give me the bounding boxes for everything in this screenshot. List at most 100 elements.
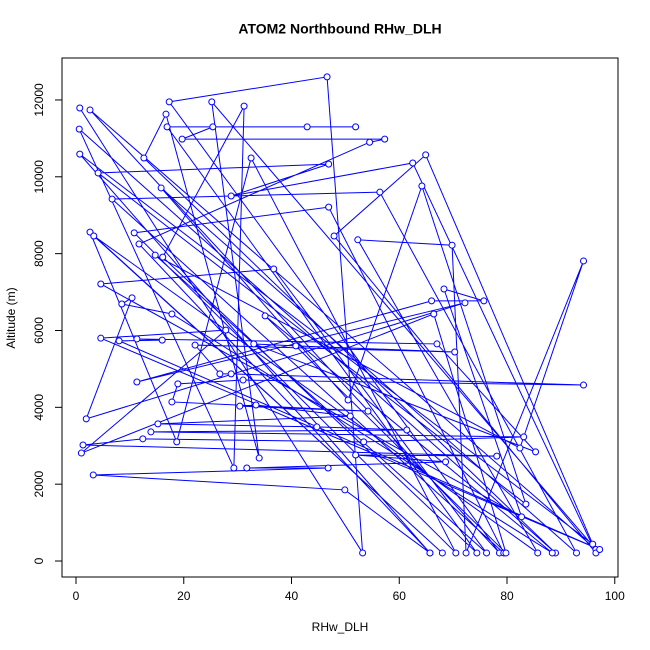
- point: [422, 151, 430, 159]
- point: [448, 241, 456, 249]
- y-tick-label: 8000: [32, 240, 46, 267]
- point: [173, 438, 181, 446]
- point: [243, 464, 251, 472]
- point: [208, 98, 216, 106]
- point: [115, 337, 123, 345]
- point: [303, 123, 311, 131]
- point: [461, 299, 469, 307]
- point: [483, 549, 491, 557]
- point: [118, 300, 126, 308]
- point: [255, 454, 263, 462]
- point: [480, 297, 488, 305]
- point: [518, 513, 526, 521]
- y-tick-label: 12000: [32, 83, 46, 117]
- point: [451, 348, 459, 356]
- point: [381, 135, 389, 143]
- point: [323, 73, 331, 81]
- point: [418, 182, 426, 190]
- point: [359, 549, 367, 557]
- point: [133, 335, 141, 343]
- point: [227, 370, 235, 378]
- point: [376, 188, 384, 196]
- x-tick-label: 0: [73, 589, 80, 603]
- x-tick-label: 80: [500, 589, 514, 603]
- point: [428, 297, 436, 305]
- point: [433, 340, 441, 348]
- point: [239, 376, 247, 384]
- x-tick-label: 40: [285, 589, 299, 603]
- point: [330, 232, 338, 240]
- point: [493, 452, 501, 460]
- point: [76, 104, 84, 112]
- point: [90, 232, 98, 240]
- point: [534, 549, 542, 557]
- point: [261, 312, 269, 320]
- point: [409, 159, 417, 167]
- point: [344, 396, 352, 404]
- point: [341, 486, 349, 494]
- point: [174, 380, 182, 388]
- point: [324, 464, 332, 472]
- point: [130, 229, 138, 237]
- y-tick-label: 2000: [32, 471, 46, 498]
- point: [364, 407, 372, 415]
- point: [165, 98, 173, 106]
- point: [452, 549, 460, 557]
- point: [178, 135, 186, 143]
- point: [516, 444, 524, 452]
- point: [209, 123, 217, 131]
- point: [438, 549, 446, 557]
- point: [240, 102, 248, 110]
- point: [77, 449, 85, 457]
- point: [596, 545, 604, 553]
- point: [247, 154, 255, 162]
- point: [313, 423, 321, 431]
- point: [159, 253, 167, 261]
- point: [360, 438, 368, 446]
- point: [366, 138, 374, 146]
- point: [520, 433, 528, 441]
- point: [522, 500, 530, 508]
- series-line: [78, 76, 600, 554]
- point: [168, 310, 176, 318]
- point: [473, 549, 481, 557]
- point: [573, 549, 581, 557]
- y-tick-label: 6000: [32, 317, 46, 344]
- point: [250, 340, 258, 348]
- point: [532, 448, 540, 456]
- point: [147, 428, 155, 436]
- point: [502, 549, 510, 557]
- point: [216, 370, 224, 378]
- point: [140, 154, 148, 162]
- x-tick-label: 20: [177, 589, 191, 603]
- point: [227, 192, 235, 200]
- point: [426, 549, 434, 557]
- point: [97, 334, 105, 342]
- point: [222, 326, 230, 334]
- point: [128, 294, 136, 302]
- point: [440, 285, 448, 293]
- point: [346, 412, 354, 420]
- point: [158, 336, 166, 344]
- point: [352, 123, 360, 131]
- point: [133, 378, 141, 386]
- point: [75, 125, 83, 133]
- x-tick-label: 100: [605, 589, 625, 603]
- point: [580, 381, 588, 389]
- y-tick-label: 10000: [32, 160, 46, 194]
- chart-title: ATOM2 Northbound RHw_DLH: [238, 21, 441, 37]
- point: [403, 426, 411, 434]
- point: [230, 464, 238, 472]
- point: [162, 110, 170, 118]
- point: [236, 402, 244, 410]
- point: [292, 342, 300, 350]
- point: [462, 549, 470, 557]
- point: [94, 169, 102, 177]
- point: [325, 160, 333, 168]
- y-tick-label: 4000: [32, 394, 46, 421]
- point: [270, 265, 278, 273]
- x-tick-label: 60: [393, 589, 407, 603]
- plot-frame: [61, 57, 619, 578]
